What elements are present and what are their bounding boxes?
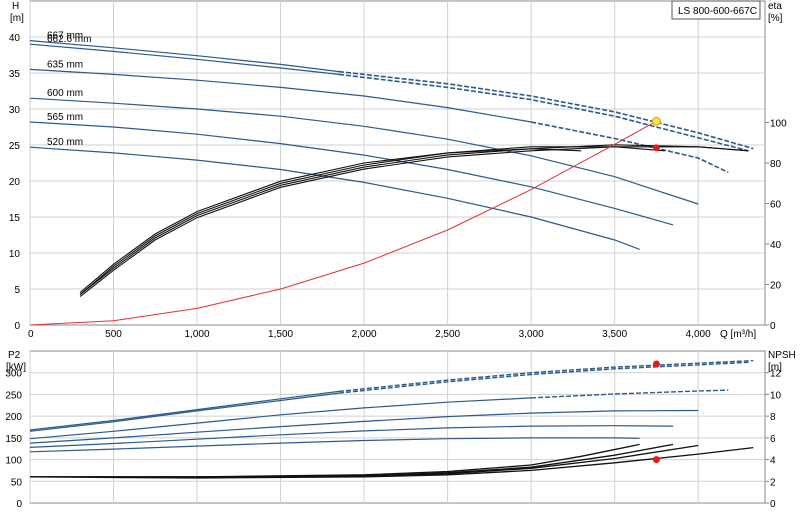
impeller-diameter-label: 662.6 mm xyxy=(47,34,91,45)
npsh-tick-label: 4 xyxy=(770,456,776,467)
power-axis-unit: [kW] xyxy=(6,362,26,373)
eta-tick-label: 100 xyxy=(770,119,787,130)
x-tick-label: 2,000 xyxy=(352,329,377,340)
power-point-marker xyxy=(652,360,660,368)
power-curve xyxy=(29,425,674,448)
head-tick-label: 10 xyxy=(9,249,21,260)
power-tick-label: 0 xyxy=(16,499,22,510)
npsh-point-marker xyxy=(652,456,660,464)
x-tick-label: 3,500 xyxy=(602,329,627,340)
head-tick-label: 35 xyxy=(9,69,21,80)
eta-tick-label: 20 xyxy=(770,281,782,292)
head-axis-label: H xyxy=(12,1,19,12)
eta-axis-unit: [%] xyxy=(768,13,783,24)
model-title-box xyxy=(671,0,761,20)
x-tick-label: 0 xyxy=(28,329,34,340)
npsh-curve xyxy=(30,444,699,478)
npsh-axis-unit: [m] xyxy=(768,362,782,373)
power-curve-extension xyxy=(531,389,729,399)
npsh-tick-label: 2 xyxy=(770,477,776,488)
x-tick-label: 3,000 xyxy=(519,329,544,340)
impeller-diameter-label: 520 mm xyxy=(47,137,83,148)
head-curve-extension xyxy=(338,73,749,152)
npsh-tick-label: 6 xyxy=(770,434,776,445)
npsh-tick-label: 8 xyxy=(770,412,776,423)
power-tick-label: 50 xyxy=(11,477,23,488)
x-tick-label: 2,500 xyxy=(435,329,460,340)
power-curve xyxy=(29,390,340,431)
head-axis-unit: [m] xyxy=(10,13,24,24)
npsh-tick-label: 12 xyxy=(770,369,782,380)
head-plot-frame xyxy=(29,0,766,326)
power-tick-label: 100 xyxy=(5,456,22,467)
efficiency-point-marker xyxy=(652,144,660,152)
head-tick-label: 15 xyxy=(9,213,21,224)
power-axis-label: P2 xyxy=(8,350,21,361)
impeller-diameter-label: 635 mm xyxy=(47,59,83,70)
head-curve xyxy=(29,97,699,205)
impeller-diameter-label: 600 mm xyxy=(47,88,83,99)
head-curve xyxy=(29,68,532,123)
x-tick-label: 1,500 xyxy=(268,329,293,340)
head-tick-label: 30 xyxy=(9,105,21,116)
head-tick-label: 25 xyxy=(9,141,21,152)
x-tick-label: 4,000 xyxy=(686,329,711,340)
x-tick-label: 1,000 xyxy=(185,329,210,340)
power-tick-label: 150 xyxy=(5,434,22,445)
head-curve xyxy=(29,146,640,250)
power-curve xyxy=(29,409,699,444)
npsh-tick-label: 10 xyxy=(770,390,782,401)
head-tick-label: 20 xyxy=(9,177,21,188)
power-tick-label: 200 xyxy=(5,412,22,423)
npsh-tick-label: 0 xyxy=(770,499,776,510)
power-curve xyxy=(29,397,532,440)
eta-axis-label: eta xyxy=(768,1,782,12)
model-title: LS 800-600-667C xyxy=(678,6,757,17)
x-tick-label: 500 xyxy=(105,329,122,340)
head-curve xyxy=(29,121,674,226)
power-tick-label: 300 xyxy=(5,369,22,380)
eta-tick-label: 0 xyxy=(770,321,776,332)
efficiency-curve xyxy=(79,148,582,294)
eta-tick-label: 40 xyxy=(770,240,782,251)
power-curve-extension xyxy=(338,361,749,394)
duty-point-marker xyxy=(651,116,661,126)
power-curve xyxy=(29,437,640,453)
power-curve xyxy=(29,392,340,432)
head-tick-label: 0 xyxy=(14,321,20,332)
impeller-diameter-label: 667 mm xyxy=(47,31,83,42)
npsh-axis-label: NPSH xyxy=(768,350,796,361)
flow-axis-label: Q [m³/h] xyxy=(720,329,756,340)
power-plot-frame xyxy=(29,350,766,504)
head-curve-extension xyxy=(338,70,754,150)
power-curve-extension xyxy=(338,359,754,393)
npsh-curve xyxy=(29,446,754,479)
efficiency-curve xyxy=(79,146,749,298)
power-tick-label: 250 xyxy=(5,390,22,401)
eta-tick-label: 60 xyxy=(770,200,782,211)
system-curve xyxy=(29,120,657,326)
impeller-diameter-label: 565 mm xyxy=(47,112,83,123)
head-tick-label: 5 xyxy=(14,285,20,296)
head-curve xyxy=(29,43,340,75)
efficiency-curve xyxy=(79,144,749,296)
head-curve xyxy=(29,40,340,73)
head-tick-label: 40 xyxy=(9,33,21,44)
eta-tick-label: 80 xyxy=(770,159,782,170)
